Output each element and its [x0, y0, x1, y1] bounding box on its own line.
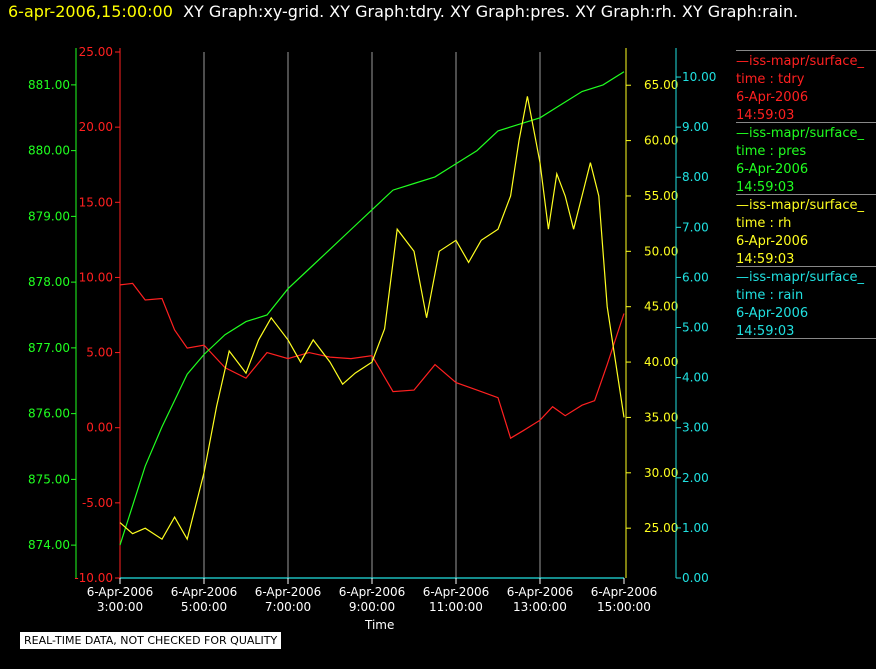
timestamp: 6-apr-2006,15:00:00	[8, 2, 173, 21]
rain-tick-label: 4.00	[682, 371, 709, 385]
pres-tick-label: 878.00	[28, 275, 70, 289]
x-tick-time: 5:00:00	[181, 600, 227, 614]
chart-title: 6-apr-2006,15:00:00 XY Graph:xy-grid. XY…	[8, 2, 798, 21]
pres-tick-label: 875.00	[28, 472, 70, 486]
legend-time: 14:59:03	[736, 324, 795, 339]
legend-var: time : rh	[736, 216, 792, 231]
x-tick-time: 3:00:00	[97, 600, 143, 614]
x-ticks: 6-Apr-20063:00:006-Apr-20065:00:006-Apr-…	[87, 578, 658, 614]
tdry-tick-label: 20.00	[79, 120, 113, 134]
legend-date: 6-Apr-2006	[736, 234, 809, 249]
x-tick-date: 6-Apr-2006	[423, 585, 490, 599]
pres-tick-label: 881.00	[28, 78, 70, 92]
legend-separator	[736, 194, 876, 195]
pres-tick-label: 880.00	[28, 144, 70, 158]
rain-tick-label: 7.00	[682, 220, 709, 234]
tdry-tick-label: -5.00	[82, 496, 113, 510]
rain-tick-label: 5.00	[682, 321, 709, 335]
legend-var: time : rain	[736, 288, 804, 303]
x-axis-label: Time	[365, 618, 395, 632]
tdry-tick-label: 0.00	[86, 421, 113, 435]
series-pres	[119, 71, 625, 546]
rh-tick-label: 45.00	[644, 300, 678, 314]
legend-source: —iss-mapr/surface_	[736, 198, 865, 213]
legend-end-separator	[736, 338, 876, 341]
x-tick-date: 6-Apr-2006	[339, 585, 406, 599]
legend-separator	[736, 50, 876, 51]
series-tdry	[119, 282, 625, 440]
rh-tick-label: 40.00	[644, 355, 678, 369]
tdry-tick-label: 15.00	[79, 195, 113, 209]
grid-lines	[203, 52, 541, 578]
legend-time: 14:59:03	[736, 108, 795, 123]
legend-entry: —iss-mapr/surface_time : rh 6-Apr-2006 14:…	[736, 194, 876, 269]
series-rh	[119, 96, 625, 541]
rain-tick-label: 9.00	[682, 120, 709, 134]
rain-tick-label: 3.00	[682, 421, 709, 435]
rain-tick-label: 0.00	[682, 571, 709, 585]
legend-entry: —iss-mapr/surface_time : rain 6-Apr-2006 1…	[736, 266, 876, 341]
tdry-tick-label: 5.00	[86, 346, 113, 360]
legend-date: 6-Apr-2006	[736, 90, 809, 105]
x-tick-time: 13:00:00	[513, 600, 567, 614]
x-tick-time: 11:00:00	[429, 600, 483, 614]
x-tick-time: 15:00:00	[597, 600, 651, 614]
legend-date: 6-Apr-2006	[736, 162, 809, 177]
rain-tick-label: 10.00	[682, 70, 716, 84]
rh-tick-label: 30.00	[644, 466, 678, 480]
x-tick-time: 9:00:00	[349, 600, 395, 614]
legend-date: 6-Apr-2006	[736, 306, 809, 321]
legend-source: —iss-mapr/surface_	[736, 126, 865, 141]
pres-tick-label: 876.00	[28, 407, 70, 421]
rain-tick-label: 6.00	[682, 270, 709, 284]
pres-tick-label: 879.00	[28, 209, 70, 223]
x-tick-time: 7:00:00	[265, 600, 311, 614]
pres-tick-label: 877.00	[28, 341, 70, 355]
tdry-tick-label: 25.00	[79, 45, 113, 59]
rain-tick-label: 2.00	[682, 471, 709, 485]
x-tick-date: 6-Apr-2006	[255, 585, 322, 599]
rain-tick-label: 1.00	[682, 521, 709, 535]
legend-source: —iss-mapr/surface_	[736, 54, 865, 69]
rh-tick-label: 50.00	[644, 244, 678, 258]
legend-source: —iss-mapr/surface_	[736, 270, 865, 285]
rh-tick-label: 65.00	[644, 78, 678, 92]
legend-var: time : pres	[736, 144, 807, 159]
legend-separator	[736, 266, 876, 267]
x-tick-date: 6-Apr-2006	[87, 585, 154, 599]
graph-list: XY Graph:xy-grid. XY Graph:tdry. XY Grap…	[183, 2, 799, 21]
tdry-tick-label: 10.00	[79, 270, 113, 284]
rain-tick-label: 8.00	[682, 170, 709, 184]
quality-note: REAL-TIME DATA, NOT CHECKED FOR QUALITY	[20, 632, 282, 649]
legend-separator	[736, 122, 876, 123]
legend-var: time : tdry	[736, 72, 805, 87]
pres-tick-label: 874.00	[28, 538, 70, 552]
legend-entry: —iss-mapr/surface_time : pres 6-Apr-2006 1…	[736, 122, 876, 197]
legend-entry: —iss-mapr/surface_time : tdry 6-Apr-2006 1…	[736, 50, 876, 125]
x-tick-date: 6-Apr-2006	[591, 585, 658, 599]
x-tick-date: 6-Apr-2006	[171, 585, 238, 599]
axes: 881.00 880.00 879.00 878.00 877.00 876.00 875.…	[28, 45, 716, 585]
rh-tick-label: 25.00	[644, 521, 678, 535]
tdry-tick-label: -10.00	[74, 571, 113, 585]
rh-tick-label: 55.00	[644, 189, 678, 203]
rh-tick-label: 60.00	[644, 134, 678, 148]
x-tick-date: 6-Apr-2006	[507, 585, 574, 599]
legend-time: 14:59:03	[736, 252, 795, 267]
legend-time: 14:59:03	[736, 180, 795, 195]
legend-separator	[736, 338, 876, 339]
rh-tick-label: 35.00	[644, 410, 678, 424]
